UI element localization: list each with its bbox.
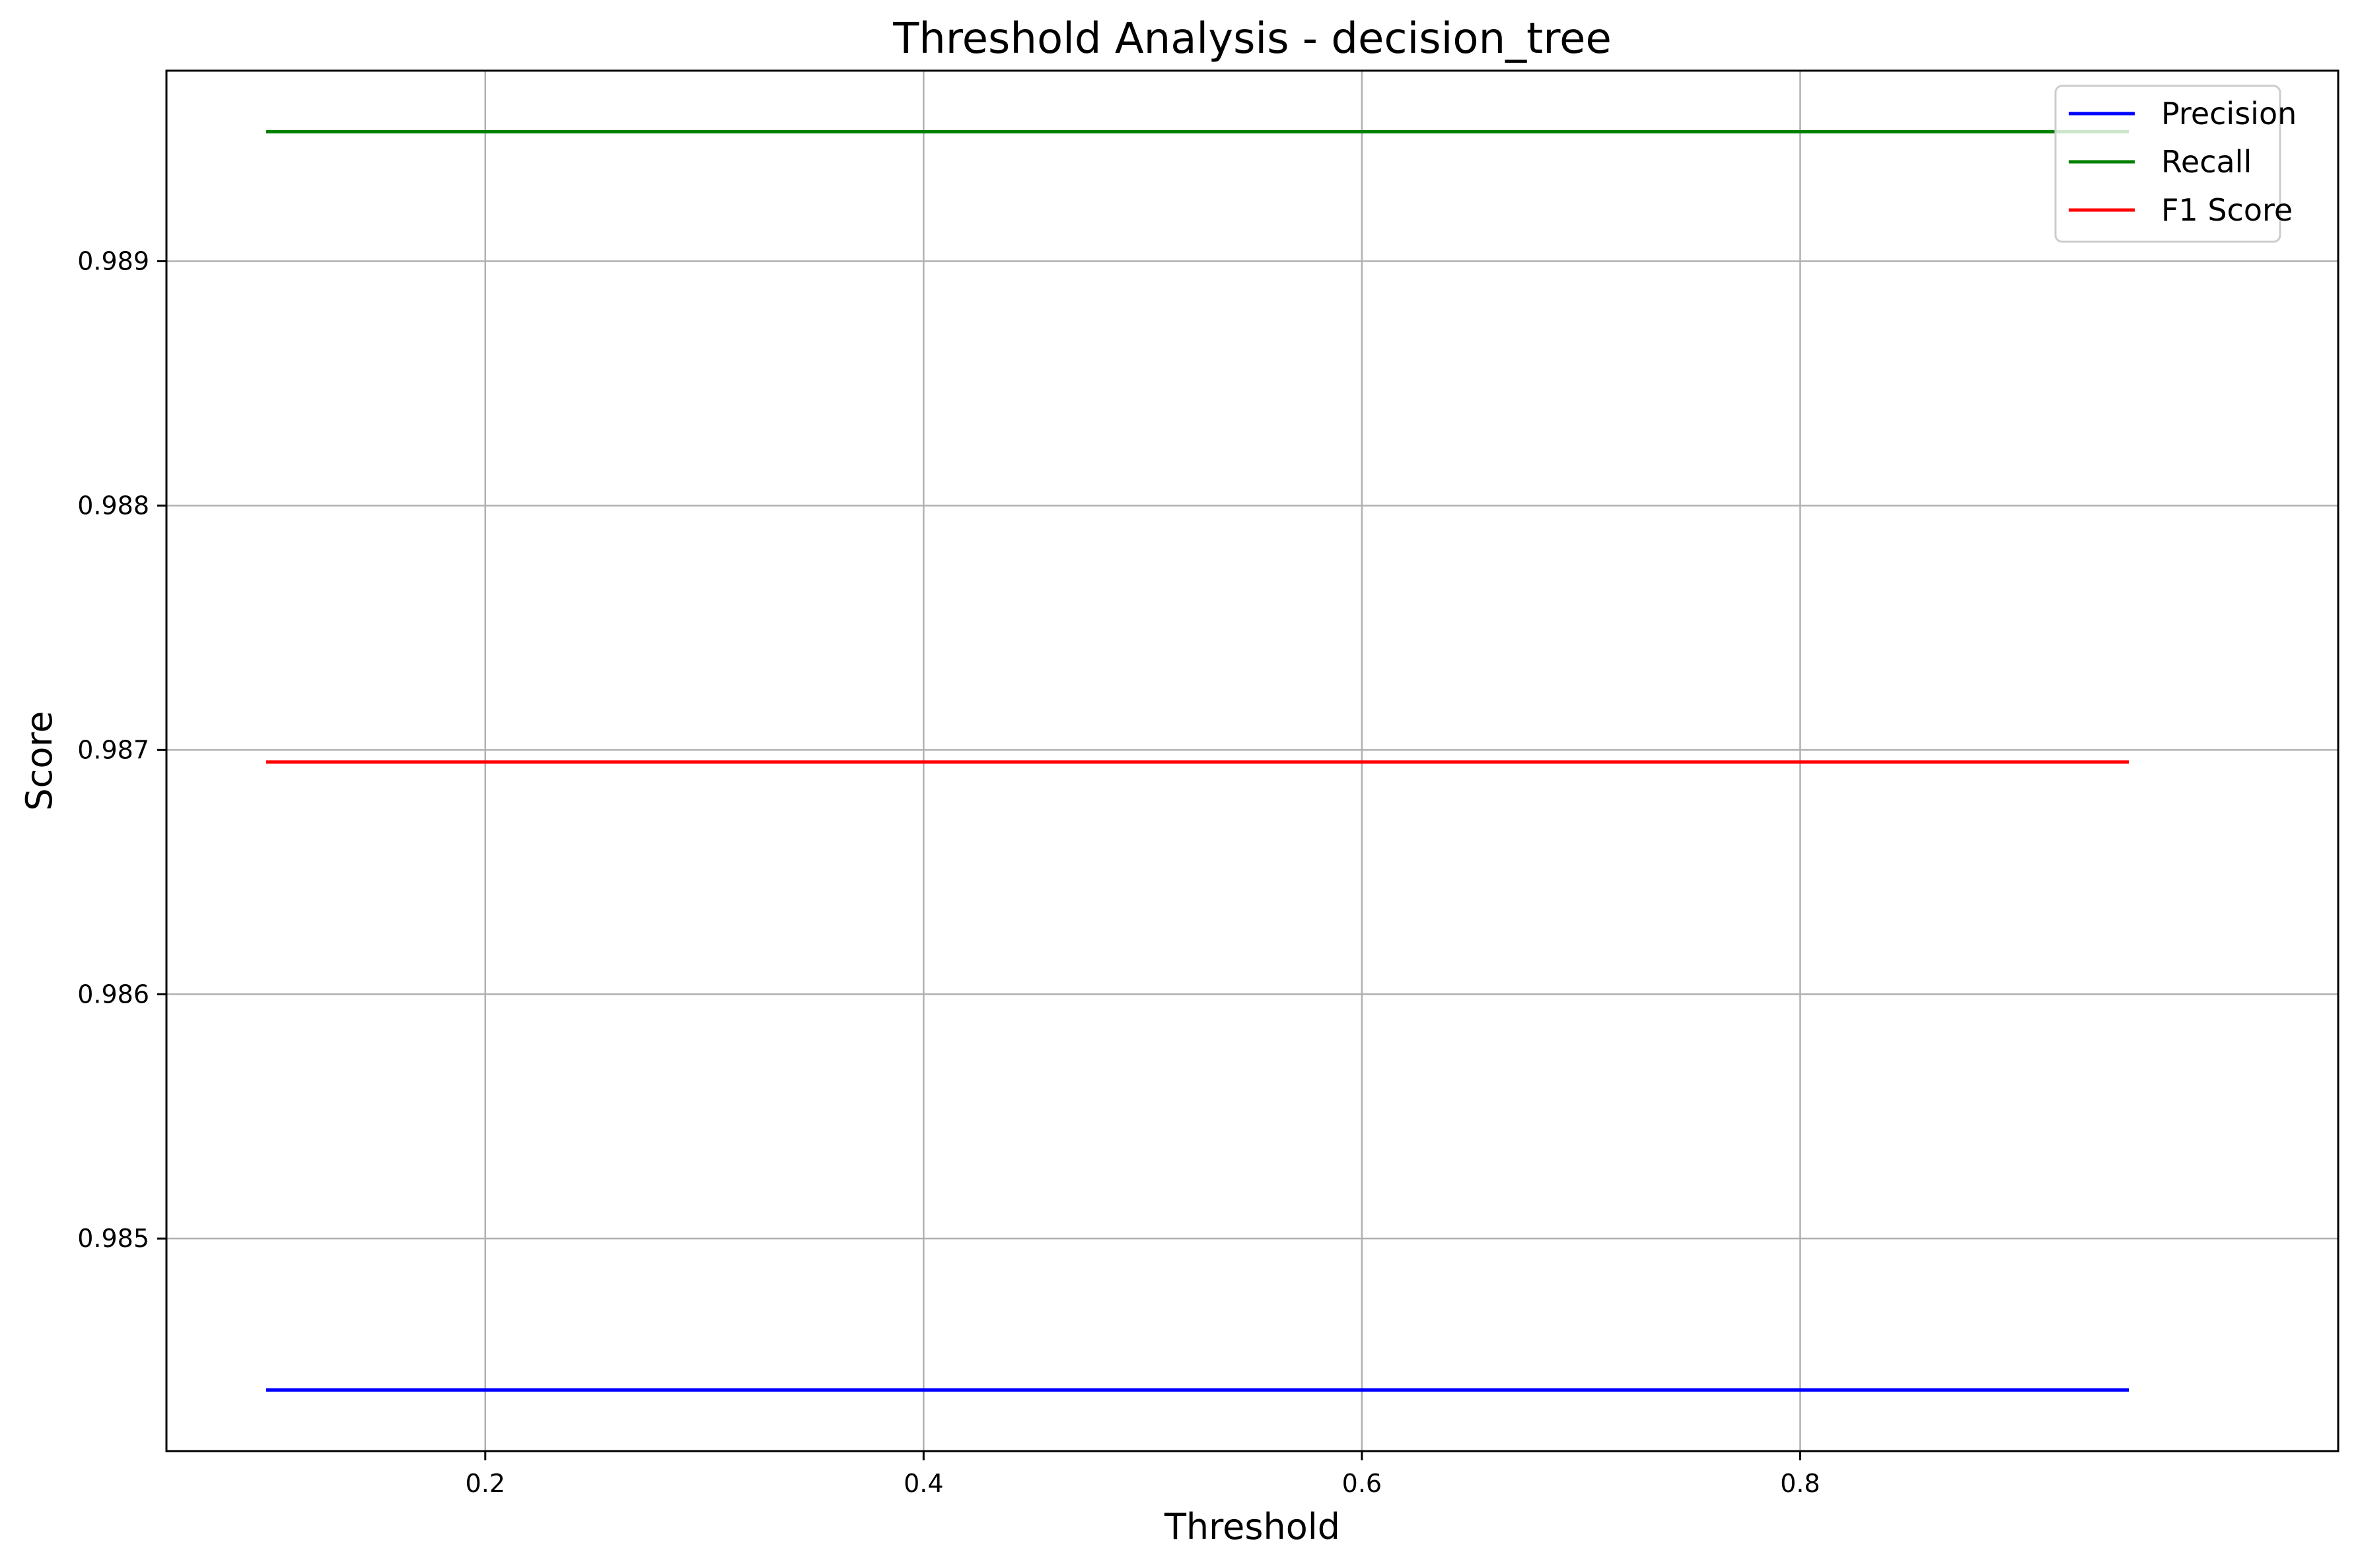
legend-label-f1-score: F1 Score bbox=[2161, 192, 2293, 228]
legend-label-recall: Recall bbox=[2161, 144, 2252, 180]
series-lines bbox=[266, 130, 2129, 1392]
y-axis-label: Score bbox=[18, 711, 60, 810]
legend-box bbox=[2054, 85, 2281, 243]
x-tick-label: 0.2 bbox=[466, 1469, 505, 1498]
grid-lines bbox=[166, 71, 2338, 1451]
plot-frame bbox=[165, 69, 2340, 1452]
y-tick-label: 0.986 bbox=[77, 980, 149, 1009]
x-axis-ticks: 0.2 0.4 0.6 0.8 bbox=[466, 1451, 1820, 1498]
legend: Precision Recall F1 Score bbox=[2054, 85, 2297, 243]
y-tick-label: 0.987 bbox=[77, 735, 149, 764]
y-tick-label: 0.985 bbox=[77, 1224, 149, 1253]
x-axis-label: Threshold bbox=[1164, 1506, 1340, 1548]
x-tick-label: 0.8 bbox=[1780, 1469, 1820, 1498]
x-tick-label: 0.4 bbox=[904, 1469, 943, 1498]
x-tick-label: 0.6 bbox=[1342, 1469, 1382, 1498]
y-axis-ticks: 0.985 0.986 0.987 0.988 0.989 bbox=[77, 247, 166, 1253]
chart-title: Threshold Analysis - decision_tree bbox=[892, 15, 1612, 63]
y-tick-label: 0.988 bbox=[77, 491, 149, 520]
legend-label-precision: Precision bbox=[2161, 96, 2297, 131]
y-tick-label: 0.989 bbox=[77, 247, 149, 276]
